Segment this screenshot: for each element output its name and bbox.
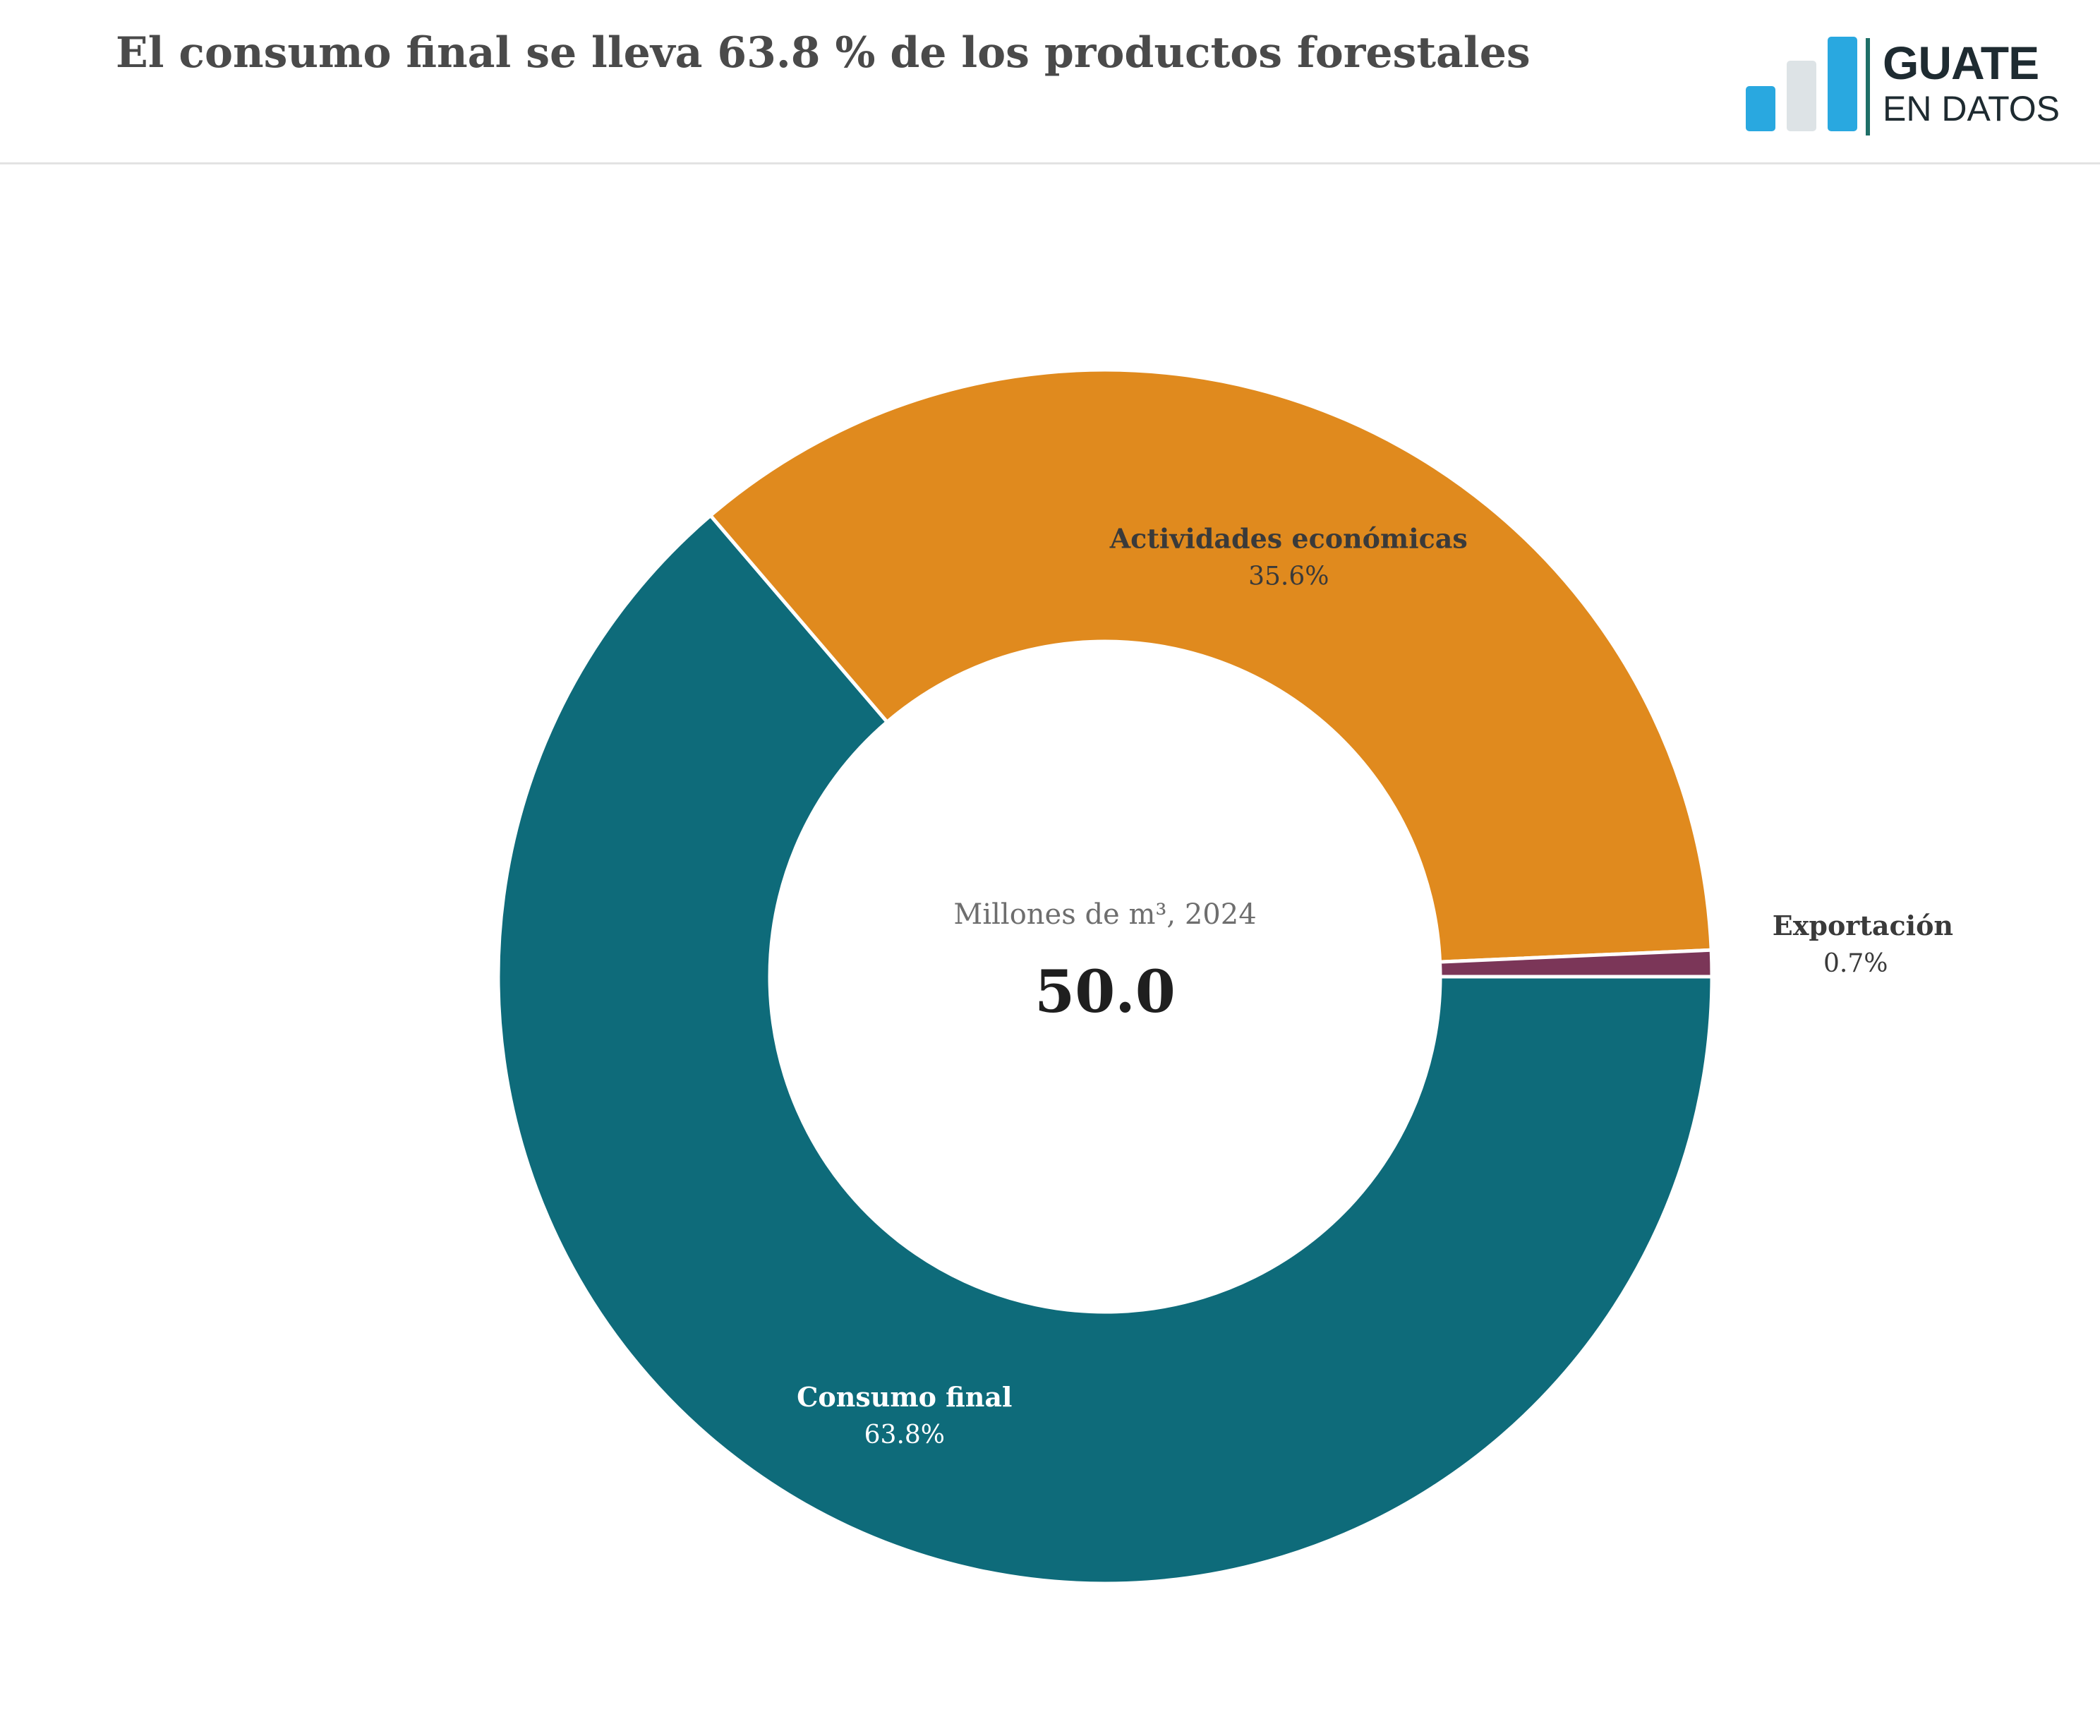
slice-exportacion[interactable] — [1438, 948, 1714, 979]
slice-label-name: Consumo final — [797, 1381, 1012, 1413]
center-total-value: 50.0 — [1034, 958, 1176, 1026]
logo-line-guate: GUATE — [1883, 37, 2039, 89]
donut-chart-area: Consumo final 63.8% Actividades económicas… — [0, 164, 2100, 1736]
slice-label-name: Exportación — [1773, 910, 1953, 941]
slice-label-consumo-final: Consumo final 63.8% — [797, 1381, 1012, 1449]
header: El consumo final se lleva 63.8 % de los … — [0, 0, 2100, 164]
slice-label-actividades-economicas: Actividades económicas 35.6% — [1109, 522, 1468, 591]
slice-label-percent: 0.7% — [1823, 949, 1888, 978]
logo-bar-tall — [1828, 37, 1857, 131]
slice-label-exportacion: Exportación 0.7% — [1773, 910, 1953, 978]
logo-wordmark: GUATE EN DATOS — [1883, 38, 2060, 130]
slice-actividades-economicas[interactable] — [708, 368, 1713, 964]
donut-chart: Consumo final 63.8% Actividades económicas… — [496, 368, 1953, 1586]
logo-bar-short — [1746, 86, 1775, 131]
chart-title: El consumo final se lleva 63.8 % de los … — [116, 28, 1531, 78]
donut-slices — [496, 368, 1714, 1586]
logo-line-en-datos: EN DATOS — [1883, 89, 2060, 128]
slice-label-name: Actividades económicas — [1109, 522, 1468, 554]
logo-divider — [1866, 38, 1870, 135]
slice-labels: Consumo final 63.8% Actividades económicas… — [797, 522, 1953, 1449]
logo-bar-medium — [1787, 61, 1816, 131]
slice-consumo-final[interactable] — [496, 514, 1714, 1586]
slice-label-percent: 35.6% — [1248, 562, 1329, 591]
logo-bars-icon — [1746, 37, 1857, 131]
center-unit-label: Millones de m³, 2024 — [953, 898, 1256, 931]
slice-label-percent: 63.8% — [864, 1421, 945, 1449]
guate-en-datos-logo[interactable]: GUATE EN DATOS — [1746, 32, 2060, 137]
